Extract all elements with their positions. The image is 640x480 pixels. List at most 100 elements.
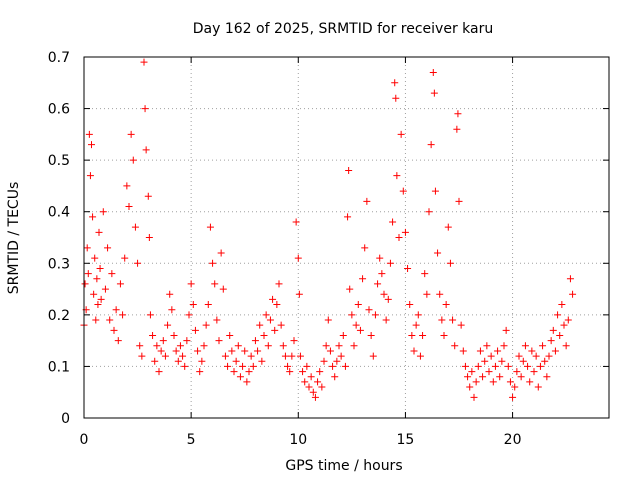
data-point <box>539 342 547 350</box>
data-point <box>215 337 223 345</box>
chart-title: Day 162 of 2025, SRMTID for receiver kar… <box>193 21 493 37</box>
data-point <box>461 362 469 370</box>
data-point <box>181 362 189 370</box>
data-point <box>543 373 551 381</box>
data-point <box>106 316 114 324</box>
data-point <box>464 373 472 381</box>
data-point <box>431 187 439 195</box>
data-point <box>391 79 399 87</box>
data-point <box>93 275 101 283</box>
data-point <box>430 89 438 97</box>
data-point <box>153 342 161 350</box>
data-point <box>204 301 212 309</box>
data-point <box>365 306 373 314</box>
data-point <box>389 218 397 226</box>
data-point <box>296 352 304 360</box>
data-point <box>213 316 221 324</box>
data-point <box>123 182 131 190</box>
data-point <box>421 270 429 278</box>
data-point <box>145 234 153 241</box>
data-point <box>91 254 99 262</box>
data-point <box>269 295 277 303</box>
data-point <box>311 393 319 401</box>
data-point <box>434 249 442 257</box>
data-point <box>329 362 337 370</box>
data-point <box>494 347 502 355</box>
data-point <box>406 301 414 309</box>
data-point <box>547 337 555 345</box>
data-point <box>404 264 412 272</box>
data-point <box>519 357 527 365</box>
data-point <box>344 213 352 221</box>
data-point <box>262 311 270 319</box>
data-point <box>324 316 332 324</box>
data-point <box>504 362 512 370</box>
data-point <box>354 301 362 309</box>
data-point <box>457 321 465 329</box>
data-point <box>86 172 94 180</box>
data-point <box>468 368 476 376</box>
data-point <box>149 331 157 339</box>
data-points <box>80 58 577 401</box>
data-point <box>92 316 100 324</box>
data-point <box>243 378 251 386</box>
data-point <box>363 197 371 205</box>
data-point <box>511 383 519 391</box>
data-point <box>382 316 390 324</box>
data-point <box>104 244 112 252</box>
data-point <box>427 141 435 149</box>
data-point <box>481 357 489 365</box>
axis-ticks <box>83 56 609 419</box>
data-point <box>294 254 302 262</box>
data-point <box>545 352 553 360</box>
y-tick-label: 0.3 <box>48 256 70 272</box>
data-point <box>251 337 259 345</box>
data-point <box>275 280 283 288</box>
data-point <box>384 295 392 303</box>
data-point <box>506 378 514 386</box>
data-point <box>206 223 214 231</box>
data-point <box>94 301 102 309</box>
data-point <box>376 254 384 262</box>
data-point <box>442 301 450 309</box>
data-point <box>144 192 152 200</box>
data-point <box>322 342 330 350</box>
data-point <box>164 321 172 329</box>
data-point <box>423 290 431 298</box>
data-point <box>191 326 199 334</box>
y-tick-label: 0 <box>61 411 70 427</box>
data-point <box>339 331 347 339</box>
data-point <box>110 326 118 334</box>
data-point <box>408 331 416 339</box>
data-point <box>95 228 103 236</box>
data-point <box>564 316 572 324</box>
data-point <box>320 357 328 365</box>
data-point <box>138 352 146 360</box>
data-point <box>498 357 506 365</box>
data-point <box>198 357 206 365</box>
data-point <box>236 373 244 381</box>
data-point <box>127 130 135 138</box>
data-point <box>247 352 255 360</box>
data-point <box>374 280 382 288</box>
data-point <box>352 321 360 329</box>
data-point <box>226 331 234 339</box>
plot-frame <box>83 56 610 419</box>
data-point <box>202 321 210 329</box>
data-point <box>172 347 180 355</box>
data-point <box>90 290 98 298</box>
data-point <box>179 352 187 360</box>
data-point <box>217 249 225 257</box>
data-point <box>316 368 324 376</box>
y-tick-label: 0.7 <box>48 50 70 66</box>
data-point <box>183 337 191 345</box>
data-point <box>239 362 247 370</box>
data-point <box>230 368 238 376</box>
data-point <box>288 352 296 360</box>
data-point <box>211 280 219 288</box>
data-point <box>472 378 480 386</box>
data-point <box>393 172 401 180</box>
data-point <box>96 264 104 272</box>
data-point <box>350 342 358 350</box>
